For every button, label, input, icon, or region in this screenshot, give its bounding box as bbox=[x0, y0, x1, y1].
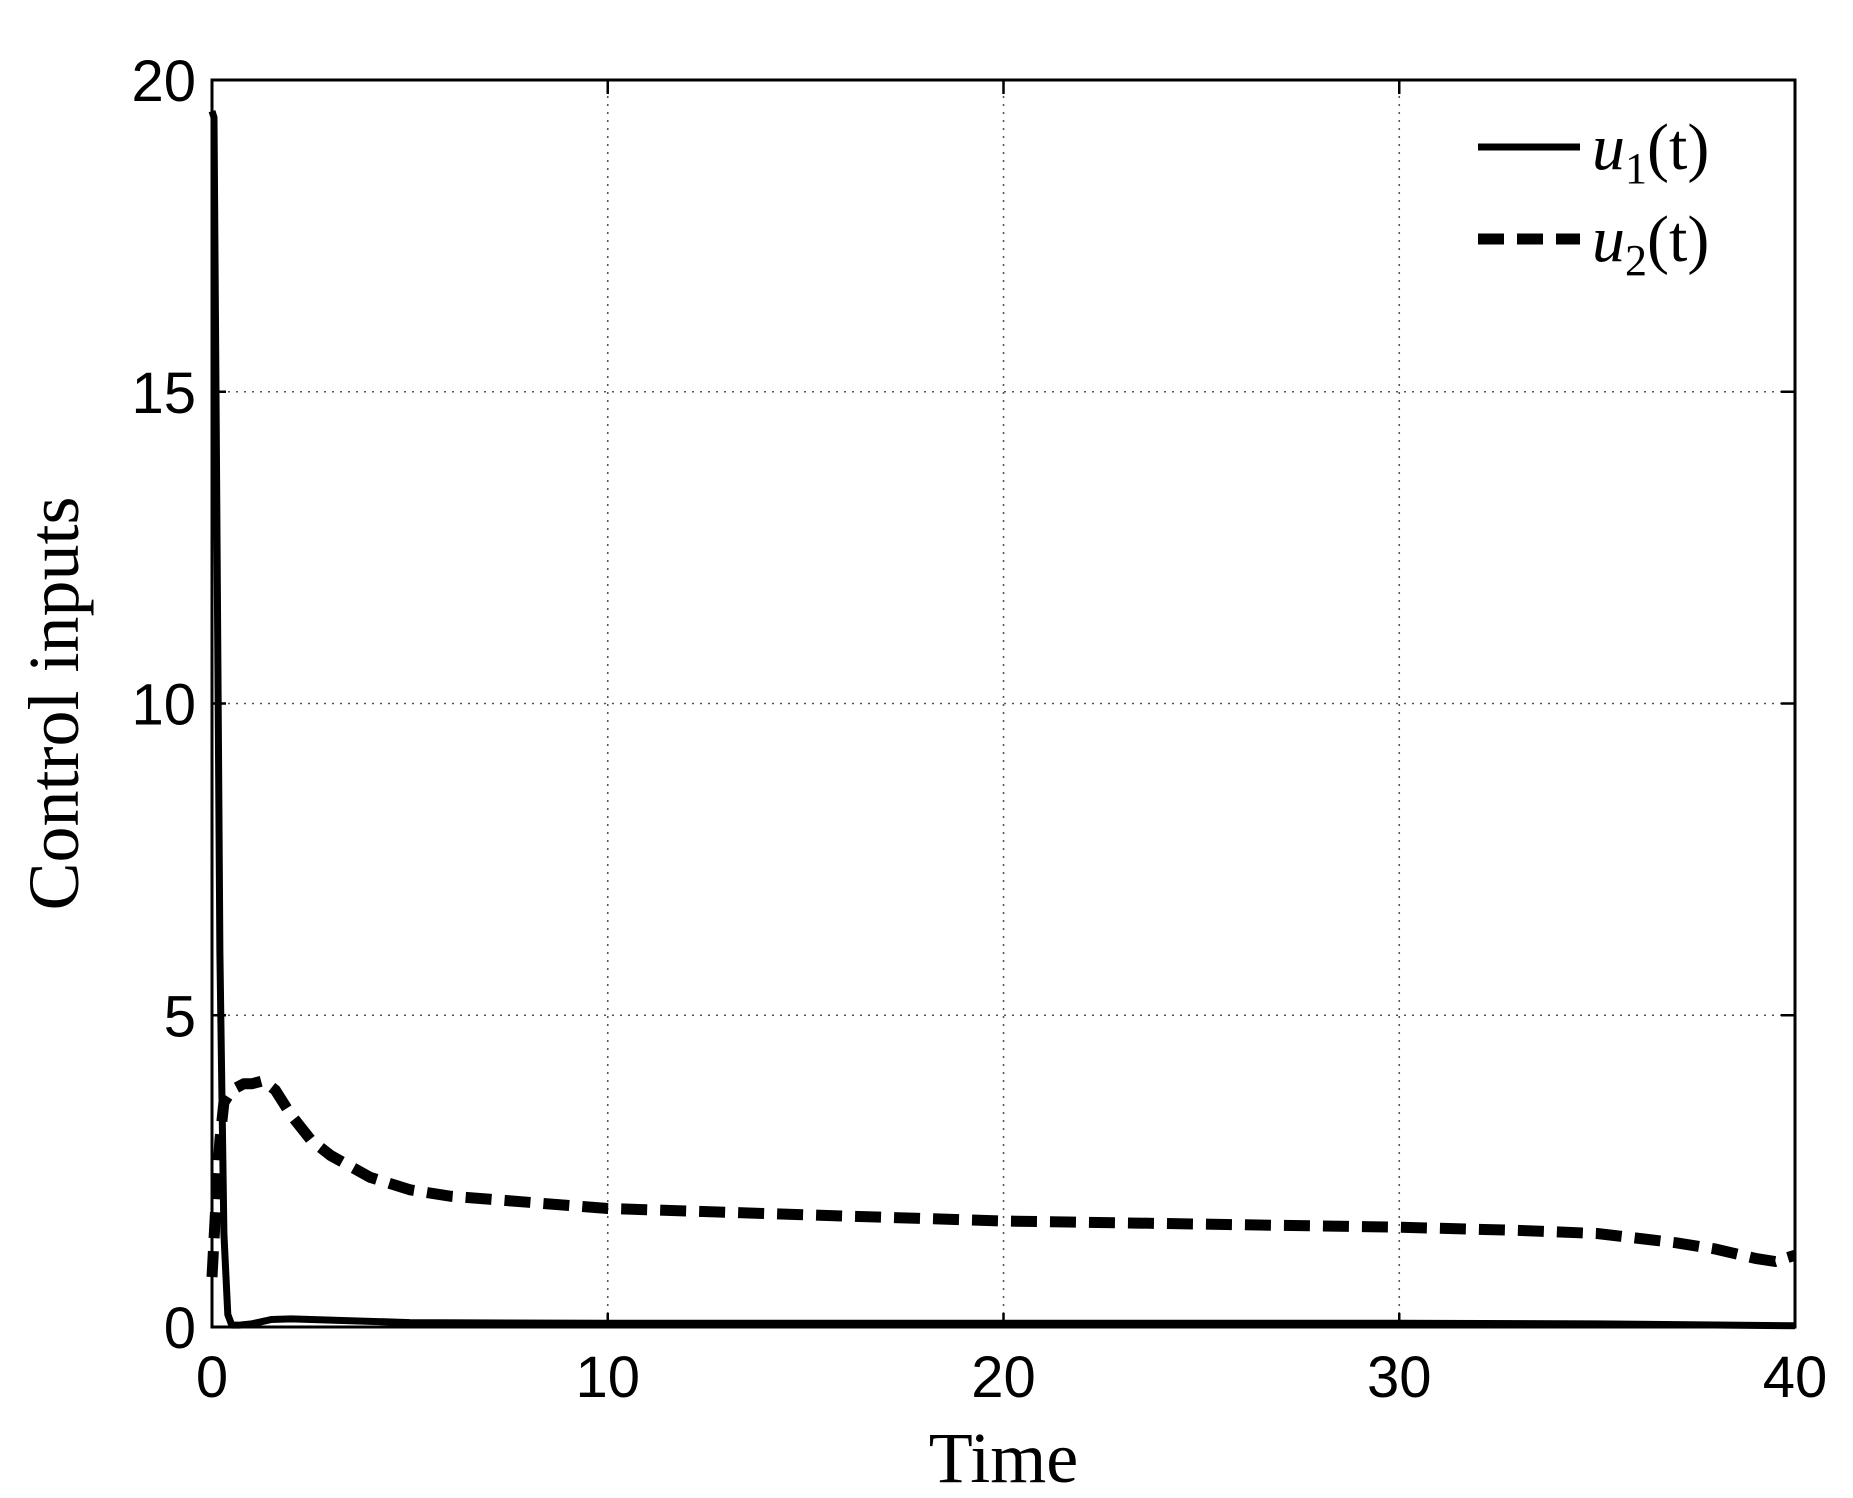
legend-label-1: u1(t) bbox=[1592, 111, 1709, 193]
series-layer bbox=[206, 110, 1797, 1330]
y-axis-label: Control inputs bbox=[14, 496, 94, 910]
series-line-2 bbox=[206, 1075, 1797, 1278]
y-tick-label: 10 bbox=[131, 673, 196, 738]
x-axis-label: Time bbox=[929, 1418, 1078, 1498]
series-line-1 bbox=[208, 110, 1796, 1330]
x-tick-label: 0 bbox=[196, 1345, 228, 1410]
tick-labels: 0 10 20 30 40 0 5 10 15 20 bbox=[131, 49, 1827, 1410]
x-tick-label: 40 bbox=[1763, 1345, 1828, 1410]
legend: u1(t) u2(t) bbox=[1478, 111, 1709, 285]
x-tick-label: 30 bbox=[1367, 1345, 1432, 1410]
legend-label-2: u2(t) bbox=[1592, 203, 1709, 285]
y-tick-label: 20 bbox=[131, 49, 196, 114]
x-tick-label: 10 bbox=[575, 1345, 640, 1410]
x-tick-label: 20 bbox=[971, 1345, 1036, 1410]
tick-marks bbox=[210, 78, 1797, 1329]
y-tick-label: 15 bbox=[131, 361, 196, 426]
y-tick-label: 5 bbox=[164, 984, 196, 1049]
y-tick-label: 0 bbox=[164, 1296, 196, 1361]
